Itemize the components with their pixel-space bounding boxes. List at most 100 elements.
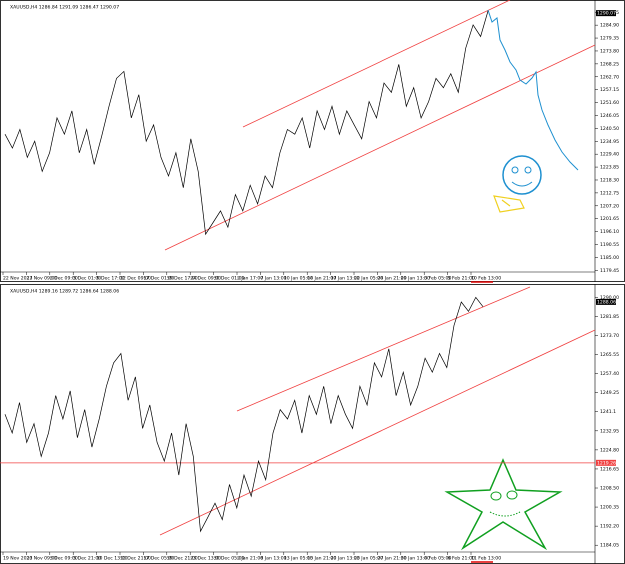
smiley-eye bbox=[511, 166, 519, 174]
star-eye bbox=[490, 491, 502, 501]
x-tick-label: 15 Jan 21:00 bbox=[307, 556, 336, 562]
y-tick-label: 1201.65 bbox=[600, 216, 619, 222]
price-line bbox=[4, 296, 484, 533]
x-tick-label: 11 Feb 13:00 bbox=[471, 556, 501, 562]
y-tick-label: 1273.80 bbox=[600, 48, 619, 54]
y-tick-label: 1208.50 bbox=[600, 486, 619, 492]
channel-line bbox=[236, 286, 531, 412]
price-label-box bbox=[596, 10, 616, 17]
x-tick-label: 27 Nov 09:00 bbox=[26, 276, 57, 282]
y-tick-label: 1212.75 bbox=[600, 190, 619, 196]
level-label: 1219.26 bbox=[597, 460, 616, 466]
x-tick-label: 2 Jan 21:00 bbox=[237, 556, 263, 562]
x-tick-label: 4 Feb 05:00 bbox=[424, 556, 451, 562]
x-tick-label: 19 Nov 2013 bbox=[3, 556, 32, 562]
y-tick-label: 1229.40 bbox=[600, 152, 619, 158]
y-tick-label: 1232.95 bbox=[600, 428, 619, 434]
y-tick-label: 1223.85 bbox=[600, 165, 619, 171]
y-tick-label: 1279.35 bbox=[600, 36, 619, 42]
channel-line bbox=[164, 44, 596, 251]
price-label-box bbox=[596, 298, 616, 305]
x-tick-label: 10 Dec 13:00 bbox=[97, 556, 128, 562]
x-tick-label: 14 Jan 21:00 bbox=[307, 276, 336, 282]
x-tick-label: 6 Feb 21:00 bbox=[448, 556, 475, 562]
y-tick-label: 1257.40 bbox=[600, 371, 619, 377]
y-tick-label: 1246.05 bbox=[600, 113, 619, 119]
x-tick-label: 27 Jan 21:00 bbox=[377, 556, 406, 562]
panel-frame bbox=[0, 0, 625, 282]
x-tick-label: 5 Feb 21:00 bbox=[448, 276, 475, 282]
y-tick-label: 1262.70 bbox=[600, 74, 619, 80]
x-tick-label: 12 Dec 09:00 bbox=[120, 276, 151, 282]
star-eye bbox=[506, 490, 518, 500]
y-tick-label: 1185.00 bbox=[600, 255, 619, 261]
x-tick-label: 30 Dec 05:00 bbox=[214, 556, 245, 562]
level-label-box bbox=[596, 459, 616, 466]
x-tick-label: 19 Dec 21:00 bbox=[167, 556, 198, 562]
y-tick-label: 1249.25 bbox=[600, 390, 619, 396]
y-tick-label: 1196.10 bbox=[600, 229, 619, 235]
channel-line bbox=[242, 0, 511, 128]
y-tick-label: 1234.95 bbox=[600, 139, 619, 145]
x-tick-label: 7 Jan 13:00 bbox=[260, 276, 286, 282]
x-tick-label: 10 Feb 13:00 bbox=[471, 276, 501, 282]
current-price-label: 1288.06 bbox=[597, 299, 616, 305]
star-drawing bbox=[444, 458, 563, 551]
x-tick-label: 17 Dec 05:00 bbox=[143, 556, 174, 562]
x-tick-label: 23 Dec 13:00 bbox=[190, 556, 221, 562]
x-tick-label: 17 Dec 01:00 bbox=[143, 276, 174, 282]
x-tick-label: 10 Jan 05:00 bbox=[284, 276, 313, 282]
x-tick-label: 20 Nov 09:00 bbox=[26, 556, 57, 562]
x-tick-label: 2 Jan 17:00 bbox=[237, 276, 263, 282]
x-tick-label: 24 Jan 21:00 bbox=[377, 276, 406, 282]
x-tick-label: 22 Jan 05:00 bbox=[354, 276, 383, 282]
y-tick-label: 1281.85 bbox=[600, 314, 619, 320]
x-tick-label: 5 Dec 21:00 bbox=[73, 556, 101, 562]
y-tick-label: 1273.70 bbox=[600, 333, 619, 339]
y-tick-label: 1179.45 bbox=[600, 268, 619, 274]
price-line bbox=[4, 10, 489, 236]
y-tick-label: 1216.65 bbox=[600, 466, 619, 472]
y-tick-label: 1218.30 bbox=[600, 177, 619, 183]
smiley-mouth bbox=[511, 181, 533, 187]
x-tick-label: 9 Dec 17:00 bbox=[97, 276, 125, 282]
y-tick-label: 1268.25 bbox=[600, 61, 619, 67]
chart-header: XAUUSD,H4 1289.16 1289.72 1286.64 1288.0… bbox=[10, 289, 119, 295]
x-tick-label: 30 Jan 13:00 bbox=[401, 556, 430, 562]
x-tick-label: 29 Jan 13:00 bbox=[401, 276, 430, 282]
y-tick-label: 1207.20 bbox=[600, 203, 619, 209]
star-mouth bbox=[489, 511, 521, 517]
y-tick-label: 1265.55 bbox=[600, 352, 619, 358]
x-tick-label: 3 Feb 05:00 bbox=[424, 276, 451, 282]
x-tick-label: 30 Dec 01:00 bbox=[214, 276, 245, 282]
x-tick-label: 19 Dec 17:00 bbox=[167, 276, 198, 282]
x-tick-label: 22 Nov 2013 bbox=[3, 276, 32, 282]
x-tick-label: 3 Dec 09:00 bbox=[50, 556, 78, 562]
y-tick-label: 1200.35 bbox=[600, 505, 619, 511]
current-price-label: 1290.07 bbox=[597, 11, 616, 17]
smiley-eye bbox=[524, 166, 532, 174]
channel-line bbox=[159, 329, 596, 536]
y-tick-label: 1251.60 bbox=[600, 100, 619, 106]
x-tick-label: 20 Jan 13:00 bbox=[331, 556, 360, 562]
y-tick-label: 1224.80 bbox=[600, 447, 619, 453]
y-tick-label: 1284.90 bbox=[600, 23, 619, 29]
y-tick-label: 1241.1 bbox=[600, 409, 616, 415]
y-tick-label: 1240.50 bbox=[600, 126, 619, 132]
x-tick-label: 2 Dec 09:00 bbox=[50, 276, 78, 282]
y-tick-label: 1290.00 bbox=[600, 295, 619, 301]
x-tick-label: 13 Jan 05:00 bbox=[284, 556, 313, 562]
x-tick-label: 5 Dec 01:00 bbox=[73, 276, 101, 282]
chart-header: XAUUSD,H4 1286.84 1291.09 1286.47 1290.0… bbox=[10, 5, 119, 11]
x-tick-label: 24 Dec 09:00 bbox=[190, 276, 221, 282]
y-tick-label: 1257.15 bbox=[600, 87, 619, 93]
y-tick-label: 1190.55 bbox=[600, 242, 619, 248]
x-tick-label: 23 Jan 05:00 bbox=[354, 556, 383, 562]
doodle-drawing bbox=[493, 195, 525, 213]
smiley-drawing bbox=[502, 155, 542, 195]
projection-drawing bbox=[487, 9, 579, 171]
x-tick-label: 8 Jan 13:00 bbox=[260, 556, 286, 562]
y-tick-label: 1192.20 bbox=[600, 524, 619, 530]
x-tick-label: 12 Dec 21:00 bbox=[120, 556, 151, 562]
